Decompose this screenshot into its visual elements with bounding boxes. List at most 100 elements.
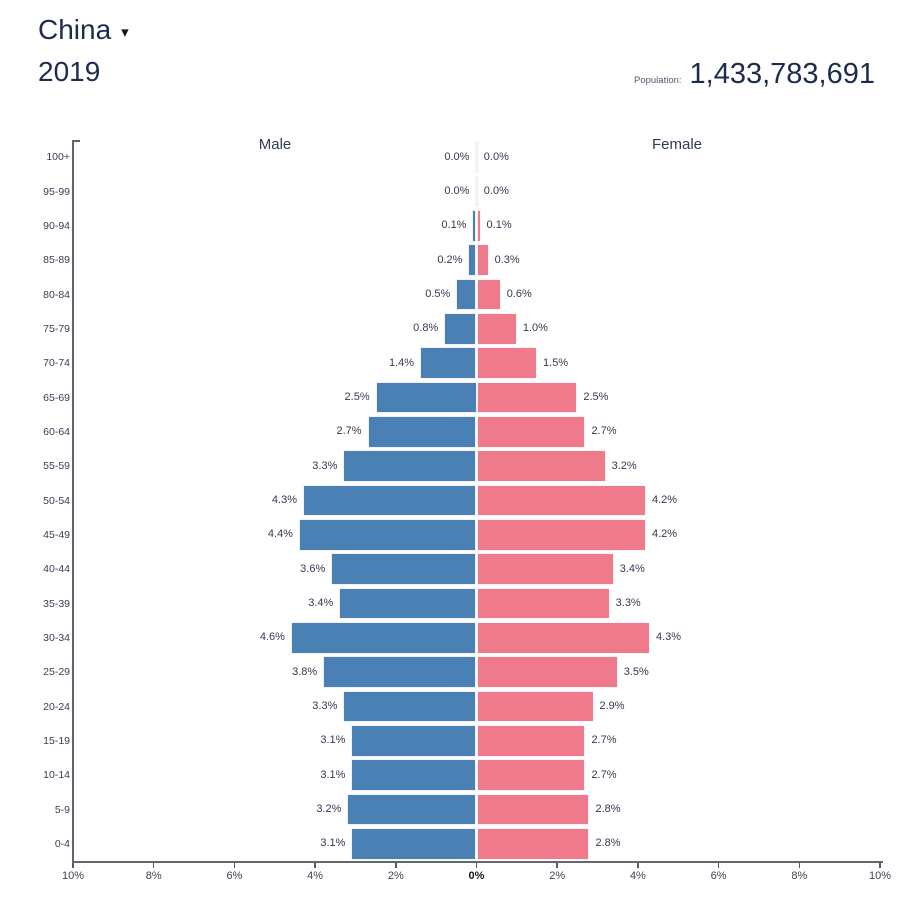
bar-female-40-44[interactable] bbox=[476, 553, 614, 586]
bar-female-10-14[interactable] bbox=[476, 759, 586, 792]
bar-male-50-54[interactable] bbox=[302, 484, 477, 517]
value-label-female-20-24: 2.9% bbox=[599, 700, 625, 712]
bar-female-0-4[interactable] bbox=[476, 827, 590, 860]
bar-female-85-89[interactable] bbox=[476, 244, 489, 277]
age-label-70-74: 70-74 bbox=[43, 357, 70, 370]
age-label-50-54: 50-54 bbox=[43, 494, 70, 507]
bar-female-70-74[interactable] bbox=[476, 347, 538, 380]
bar-female-5-9[interactable] bbox=[476, 793, 590, 826]
bar-male-70-74[interactable] bbox=[420, 347, 477, 380]
value-label-female-30-34: 4.3% bbox=[656, 631, 682, 644]
bar-male-5-9[interactable] bbox=[347, 793, 477, 826]
bar-male-30-34[interactable] bbox=[290, 621, 477, 654]
value-label-male-35-39: 3.4% bbox=[308, 597, 334, 609]
country-selector[interactable]: China ▾ bbox=[38, 14, 129, 46]
bar-female-35-39[interactable] bbox=[476, 587, 610, 620]
value-label-female-5-9: 2.8% bbox=[595, 803, 621, 815]
age-label-25-29: 25-29 bbox=[43, 666, 70, 679]
x-tick bbox=[798, 863, 801, 868]
age-label-100+: 100+ bbox=[46, 151, 70, 164]
age-label-0-4: 0-4 bbox=[54, 837, 70, 850]
x-tick bbox=[637, 863, 639, 868]
bar-female-90-94[interactable] bbox=[476, 209, 481, 242]
bar-female-45-49[interactable] bbox=[476, 518, 646, 551]
population-readout: Population: 1,433,783,691 bbox=[634, 58, 875, 91]
value-label-female-95-99: 0.0% bbox=[483, 185, 509, 197]
bar-female-75-79[interactable] bbox=[476, 312, 517, 345]
value-label-female-55-59: 3.2% bbox=[611, 459, 637, 472]
bar-male-65-69[interactable] bbox=[375, 381, 477, 414]
value-label-male-0-4: 3.1% bbox=[320, 837, 346, 850]
bar-male-25-29[interactable] bbox=[323, 656, 477, 689]
value-label-male-70-74: 1.4% bbox=[388, 356, 415, 369]
value-label-male-20-24: 3.3% bbox=[312, 700, 338, 712]
age-label-40-44: 40-44 bbox=[43, 563, 70, 576]
bar-male-0-4[interactable] bbox=[351, 827, 477, 860]
y-axis-top-tick bbox=[72, 140, 81, 142]
y-axis-line bbox=[72, 140, 74, 861]
age-label-45-49: 45-49 bbox=[43, 528, 70, 541]
bar-male-35-39[interactable] bbox=[339, 587, 477, 620]
bar-male-40-44[interactable] bbox=[331, 553, 477, 586]
value-label-female-25-29: 3.5% bbox=[623, 665, 649, 678]
value-label-female-65-69: 2.5% bbox=[583, 391, 609, 403]
age-label-5-9: 5-9 bbox=[54, 803, 70, 816]
x-tick-label: 0% bbox=[468, 870, 485, 882]
bar-female-100+[interactable] bbox=[476, 141, 479, 174]
bar-male-85-89[interactable] bbox=[468, 244, 477, 277]
value-label-female-0-4: 2.8% bbox=[595, 837, 621, 850]
age-label-60-64: 60-64 bbox=[43, 425, 70, 438]
x-tick bbox=[314, 863, 316, 868]
value-label-male-5-9: 3.2% bbox=[316, 803, 342, 815]
bar-female-50-54[interactable] bbox=[476, 484, 646, 517]
bar-female-95-99[interactable] bbox=[476, 175, 479, 208]
country-name: China bbox=[38, 14, 112, 45]
population-label: Population: bbox=[633, 75, 682, 86]
bar-female-65-69[interactable] bbox=[476, 381, 578, 414]
bar-female-55-59[interactable] bbox=[476, 450, 606, 483]
bar-male-10-14[interactable] bbox=[351, 759, 477, 792]
bar-male-20-24[interactable] bbox=[343, 690, 477, 723]
age-label-65-69: 65-69 bbox=[43, 391, 70, 404]
value-label-male-80-84: 0.5% bbox=[425, 288, 451, 300]
value-label-male-60-64: 2.7% bbox=[336, 425, 362, 438]
value-label-female-80-84: 0.6% bbox=[506, 288, 532, 300]
bar-female-15-19[interactable] bbox=[476, 724, 586, 757]
age-label-80-84: 80-84 bbox=[43, 288, 70, 301]
value-label-male-50-54: 4.3% bbox=[271, 494, 297, 506]
value-label-male-75-79: 0.8% bbox=[413, 322, 439, 335]
value-label-male-25-29: 3.8% bbox=[292, 665, 318, 678]
bar-female-20-24[interactable] bbox=[476, 690, 594, 723]
x-tick bbox=[72, 863, 74, 868]
value-label-male-55-59: 3.3% bbox=[312, 459, 338, 472]
age-label-90-94: 90-94 bbox=[43, 219, 70, 232]
age-label-35-39: 35-39 bbox=[43, 597, 70, 610]
age-label-20-24: 20-24 bbox=[43, 700, 70, 713]
bar-female-60-64[interactable] bbox=[476, 415, 586, 448]
x-tick-label: 2% bbox=[387, 870, 404, 882]
value-label-female-60-64: 2.7% bbox=[591, 425, 617, 438]
x-axis-line bbox=[71, 861, 883, 863]
value-label-male-95-99: 0.0% bbox=[444, 185, 470, 197]
value-label-female-75-79: 1.0% bbox=[522, 322, 548, 335]
x-tick-label: 8% bbox=[145, 870, 162, 882]
value-label-female-45-49: 4.2% bbox=[651, 528, 678, 541]
bar-male-90-94[interactable] bbox=[472, 209, 477, 242]
x-tick bbox=[395, 863, 397, 868]
bar-male-75-79[interactable] bbox=[444, 312, 477, 345]
bar-female-30-34[interactable] bbox=[476, 621, 650, 654]
bar-male-45-49[interactable] bbox=[298, 518, 477, 551]
value-label-male-85-89: 0.2% bbox=[437, 253, 463, 266]
bar-male-60-64[interactable] bbox=[367, 415, 477, 448]
age-label-75-79: 75-79 bbox=[43, 322, 70, 335]
bar-male-80-84[interactable] bbox=[456, 278, 477, 311]
bar-male-15-19[interactable] bbox=[351, 724, 477, 757]
bar-male-55-59[interactable] bbox=[343, 450, 477, 483]
value-label-male-15-19: 3.1% bbox=[320, 734, 346, 747]
bar-female-25-29[interactable] bbox=[476, 656, 618, 689]
age-label-10-14: 10-14 bbox=[43, 769, 70, 782]
value-label-male-65-69: 2.5% bbox=[344, 391, 370, 403]
bar-female-80-84[interactable] bbox=[476, 278, 501, 311]
value-label-female-50-54: 4.2% bbox=[651, 494, 678, 506]
age-label-85-89: 85-89 bbox=[43, 254, 70, 267]
